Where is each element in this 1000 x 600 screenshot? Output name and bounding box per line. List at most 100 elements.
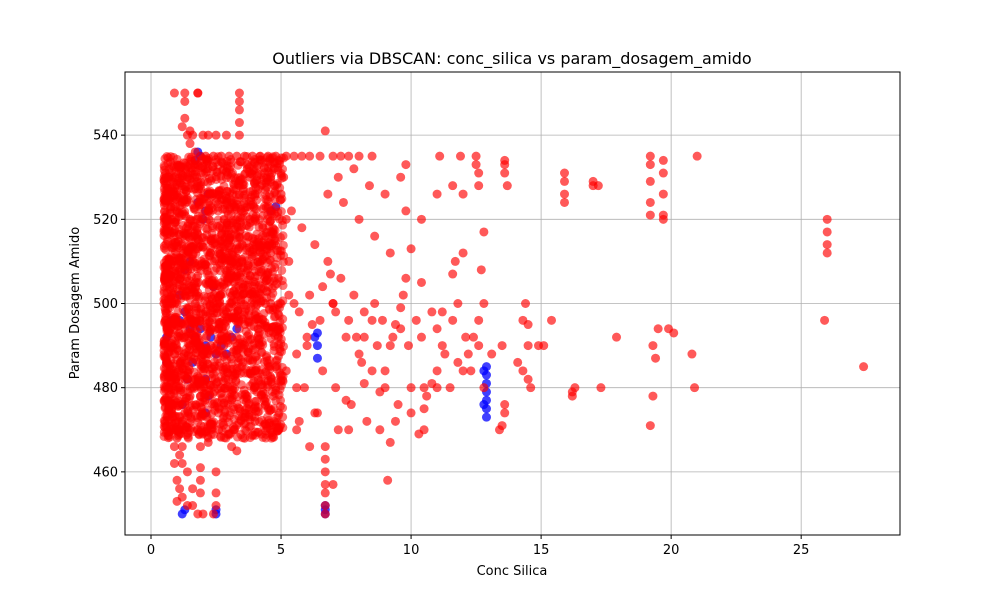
outlier-point — [497, 341, 507, 351]
outlier-point — [523, 341, 533, 351]
outlier-point — [234, 324, 244, 334]
outlier-point — [453, 357, 463, 367]
outlier-point — [198, 130, 208, 140]
outlier-point — [432, 324, 442, 334]
outlier-point — [232, 261, 242, 271]
outlier-point — [653, 324, 663, 334]
outlier-point — [645, 197, 655, 207]
outlier-point — [228, 218, 238, 228]
outlier-point — [320, 454, 330, 464]
outlier-point — [277, 265, 287, 275]
outlier-point — [183, 428, 193, 438]
outlier-point — [159, 282, 169, 292]
outlier-point — [267, 241, 277, 251]
outlier-point — [435, 151, 445, 161]
outlier-point — [500, 400, 510, 410]
data-points — [159, 88, 869, 519]
outlier-point — [822, 214, 832, 224]
outlier-point — [253, 257, 263, 267]
outlier-point — [474, 315, 484, 325]
outlier-point — [315, 151, 325, 161]
outlier-point — [223, 277, 233, 287]
outlier-point — [211, 157, 221, 167]
outlier-point — [192, 379, 202, 389]
outlier-point — [292, 425, 302, 435]
outlier-point — [177, 458, 187, 468]
outlier-point — [229, 313, 239, 323]
outlier-point — [305, 442, 315, 452]
outlier-point — [185, 216, 195, 226]
outlier-point — [251, 183, 261, 193]
outlier-point — [820, 315, 830, 325]
outlier-point — [354, 151, 364, 161]
outlier-point — [196, 184, 206, 194]
outlier-point — [448, 315, 458, 325]
outlier-point — [234, 96, 244, 106]
outlier-point — [165, 204, 175, 214]
outlier-point — [227, 388, 237, 398]
outlier-point — [502, 181, 512, 191]
outlier-point — [263, 380, 273, 390]
outlier-point — [479, 383, 489, 393]
outlier-point — [325, 269, 335, 279]
outlier-point — [526, 383, 536, 393]
outlier-point — [254, 334, 264, 344]
outlier-point — [174, 209, 184, 219]
outlier-point — [341, 332, 351, 342]
outlier-point — [302, 332, 312, 342]
outlier-point — [468, 332, 478, 342]
outlier-point — [474, 168, 484, 178]
outlier-point — [237, 254, 247, 264]
outlier-point — [560, 176, 570, 186]
outlier-point — [351, 332, 361, 342]
outlier-point — [246, 302, 256, 312]
outlier-point — [236, 430, 246, 440]
outlier-point — [211, 197, 221, 207]
outlier-point — [396, 172, 406, 182]
outlier-point — [279, 251, 289, 261]
outlier-point — [383, 475, 393, 485]
outlier-point — [289, 299, 299, 308]
outlier-point — [401, 273, 411, 283]
outlier-point — [193, 425, 203, 435]
outlier-point — [244, 398, 254, 408]
outlier-point — [362, 416, 372, 426]
outlier-point — [198, 366, 208, 376]
outlier-point — [188, 130, 198, 140]
outlier-point — [274, 340, 284, 350]
outlier-point — [162, 324, 172, 334]
outlier-point — [236, 295, 246, 305]
outlier-point — [193, 235, 203, 245]
outlier-point — [458, 189, 468, 199]
outlier-point — [320, 126, 330, 136]
outlier-point — [380, 366, 390, 376]
outlier-point — [645, 151, 655, 161]
outlier-point — [523, 374, 533, 384]
x-tick-label: 20 — [663, 543, 680, 558]
outlier-point — [182, 365, 192, 375]
outlier-point — [236, 380, 246, 390]
outlier-point — [195, 463, 205, 473]
outlier-point — [822, 248, 832, 258]
outlier-point — [547, 315, 557, 325]
outlier-point — [320, 467, 330, 477]
outlier-point — [186, 414, 196, 424]
outlier-point — [513, 357, 523, 367]
outlier-point — [234, 105, 244, 115]
outlier-point — [265, 217, 275, 227]
y-tick-label: 520 — [93, 213, 118, 228]
outlier-point — [277, 370, 287, 380]
grid — [125, 72, 900, 535]
x-tick-label: 10 — [403, 543, 420, 558]
outlier-point — [445, 383, 455, 393]
outlier-point — [307, 320, 317, 330]
outlier-point — [254, 222, 264, 232]
outlier-point — [231, 244, 241, 254]
outlier-point — [215, 301, 225, 311]
outlier-point — [202, 261, 212, 271]
outlier-point — [185, 139, 195, 149]
outlier-point — [222, 381, 232, 391]
outlier-point — [221, 130, 231, 140]
outlier-point — [328, 479, 338, 489]
outlier-point — [297, 151, 307, 161]
